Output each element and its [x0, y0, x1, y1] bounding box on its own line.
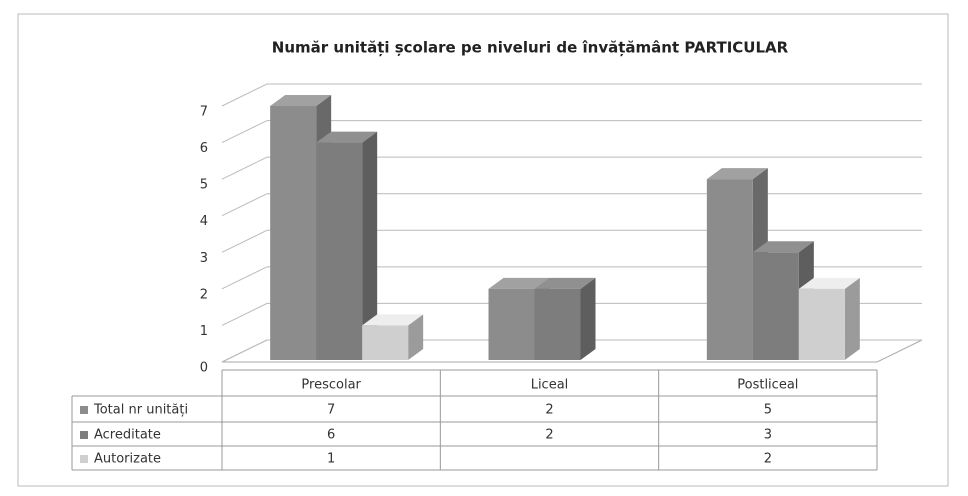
- bar-top: [798, 277, 860, 289]
- bar: [706, 168, 768, 360]
- bar-side: [580, 277, 596, 360]
- bar-side: [844, 277, 860, 360]
- grid-line: [221, 193, 922, 217]
- bar-side: [362, 131, 378, 360]
- grid-line: [221, 120, 922, 144]
- chart-title: Număr unități școlare pe niveluri de înv…: [272, 39, 789, 57]
- y-tick-label: 0: [200, 361, 208, 376]
- bar-side: [408, 314, 424, 360]
- grid-line: [221, 156, 922, 180]
- y-tick-label: 4: [200, 214, 208, 229]
- bar-top: [362, 314, 424, 326]
- grid-line: [221, 302, 922, 326]
- bar-front: [316, 142, 363, 360]
- bar-front: [270, 106, 317, 360]
- bar-front: [534, 288, 581, 360]
- bar-top: [706, 168, 768, 180]
- table-cell: 1: [327, 452, 335, 467]
- bar-front: [488, 288, 535, 360]
- bar-top: [316, 131, 378, 143]
- legend-swatch: [80, 406, 88, 414]
- bar-front: [752, 252, 799, 360]
- legend-label: Total nr unități: [93, 403, 188, 418]
- y-tick-label: 2: [200, 287, 208, 302]
- bar-front: [362, 325, 409, 360]
- bar-front: [798, 288, 845, 360]
- y-tick-label: 3: [200, 251, 208, 266]
- legend-label: Autorizate: [94, 452, 161, 467]
- bar-top: [270, 95, 332, 106]
- table-cell: 6: [327, 428, 335, 443]
- table-cell: 2: [764, 452, 772, 467]
- y-tick-label: 5: [200, 178, 208, 193]
- grid-line: [221, 266, 922, 290]
- bar: [316, 131, 378, 360]
- legend-swatch: [80, 455, 88, 463]
- bar-top: [488, 277, 550, 289]
- grid-line: [221, 83, 922, 107]
- table-cell: 5: [764, 403, 772, 418]
- y-tick-label: 7: [200, 105, 208, 120]
- x-tick-label: Postliceal: [737, 378, 798, 393]
- table-cell: 2: [545, 428, 553, 443]
- bar-front: [706, 179, 753, 360]
- bar: [798, 277, 860, 360]
- table-cell: 3: [764, 428, 772, 443]
- y-tick-label: 6: [200, 141, 208, 156]
- bar: [534, 277, 596, 360]
- x-tick-label: Liceal: [531, 378, 569, 393]
- legend-swatch: [80, 431, 88, 439]
- chart-border: [17, 13, 949, 487]
- legend-label: Acreditate: [94, 428, 161, 443]
- x-tick-label: Prescolar: [301, 378, 361, 393]
- grid-line: [221, 339, 922, 363]
- y-tick-label: 1: [200, 324, 208, 339]
- grid-line: [221, 229, 922, 253]
- bar-top: [534, 277, 596, 289]
- bar: [362, 314, 424, 360]
- bar-top: [752, 241, 814, 253]
- table-cell: 2: [545, 403, 553, 418]
- table-cell: 7: [327, 403, 335, 418]
